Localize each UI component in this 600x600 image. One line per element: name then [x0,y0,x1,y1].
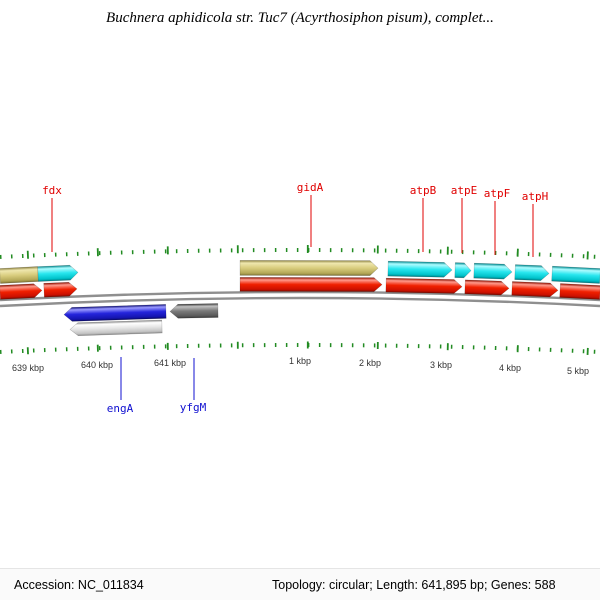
topology-summary-text: Topology: circular; Length: 641,895 bp; … [272,577,556,592]
backbone-line-top [0,290,600,302]
gene-arrow-fdx[interactable] [37,264,79,282]
top-major-ticks [0,245,600,260]
gene-arrow-cds[interactable] [239,277,383,292]
genome-track-svg: fdx gidA atpB atpE atpF atpH engA yfgM 6… [0,181,600,415]
gene-label-fdx[interactable]: fdx [42,184,62,197]
axis-label-4kbp: 4 kbp [499,363,521,373]
gene-arrow-engA[interactable] [63,304,167,322]
axis-label-3kbp: 3 kbp [430,360,452,370]
gene-arrow-atpE[interactable] [454,262,472,279]
gene-arrow-cds[interactable] [559,283,600,300]
gene-arrow-cyan-continued[interactable] [551,265,600,284]
axis-label-641kbp: 641 kbp [154,358,186,368]
backbone-line-bottom [0,296,600,308]
gene-arrow-partial-left[interactable] [0,266,39,284]
gene-arrow-atpH[interactable] [514,264,550,281]
gene-label-atpB[interactable]: atpB [410,184,437,197]
gene-arrow-yfgM[interactable] [169,303,219,319]
gene-arrow-cds[interactable] [385,277,463,294]
bottom-major-ticks [0,341,600,356]
gene-arrow-unnamed[interactable] [69,319,163,336]
gene-arrow-cds[interactable] [464,279,510,296]
gene-arrow-gidA[interactable] [239,260,379,276]
bottom-minor-ticks [0,343,600,354]
axis-label-2kbp: 2 kbp [359,358,381,368]
gene-arrow-atpB[interactable] [387,260,453,278]
axis-label-5kbp: 5 kbp [567,366,589,376]
gene-label-atpH[interactable]: atpH [522,190,549,203]
status-bar: Accession: NC_011834 Topology: circular;… [0,568,600,600]
axis-label-1kbp: 1 kbp [289,356,311,366]
accession-text: Accession: NC_011834 [14,577,144,592]
gene-arrow-cds[interactable] [0,283,43,300]
gene-label-atpE[interactable]: atpE [451,184,478,197]
gene-arrow-cds[interactable] [511,281,559,298]
sequence-title: Buchnera aphidicola str. Tuc7 (Acyrthosi… [106,10,494,26]
gene-arrow-atpF[interactable] [473,262,513,280]
gene-label-gidA[interactable]: gidA [297,181,324,194]
gene-label-yfgM[interactable]: yfgM [180,401,207,414]
gene-arrow-cds[interactable] [43,281,78,298]
axis-label-639kbp: 639 kbp [12,363,44,373]
top-minor-ticks [0,248,600,259]
gene-label-engA[interactable]: engA [107,402,134,415]
axis-label-640kbp: 640 kbp [81,360,113,370]
gene-label-atpF[interactable]: atpF [484,187,511,200]
